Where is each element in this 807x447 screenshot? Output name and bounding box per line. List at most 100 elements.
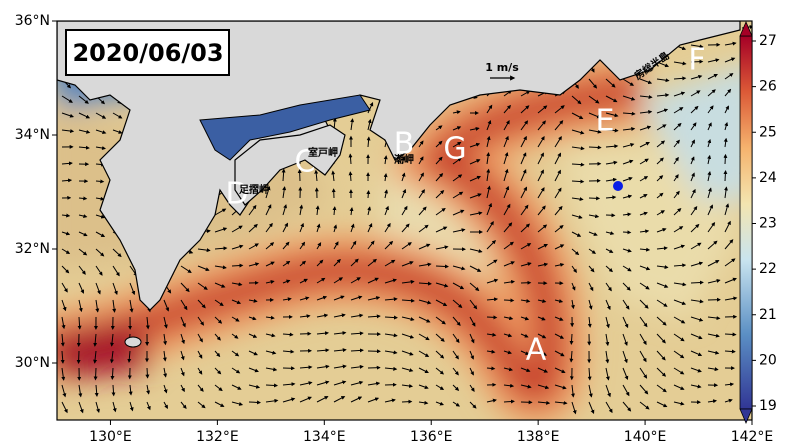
vector: [265, 383, 279, 388]
vector: [418, 189, 425, 199]
vector: [78, 231, 88, 237]
vector: [486, 315, 498, 320]
vector: [724, 332, 737, 337]
vector: [554, 135, 562, 148]
vector: [673, 299, 687, 306]
vector: [197, 384, 204, 392]
vector: [588, 231, 598, 236]
vector: [520, 223, 531, 233]
vector: [656, 367, 667, 377]
vector: [435, 282, 449, 288]
vector: [452, 126, 462, 131]
vector: [639, 194, 648, 199]
vector: [537, 224, 548, 233]
vector: [231, 244, 244, 250]
scale-label: 1 m/s: [485, 61, 519, 74]
vector: [486, 398, 497, 403]
vector: [724, 220, 731, 233]
vector: [197, 248, 211, 253]
vector: [554, 316, 564, 321]
vector: [622, 159, 634, 165]
vector: [707, 260, 720, 267]
vector: [282, 397, 296, 403]
vector: [180, 384, 185, 393]
vector: [588, 299, 593, 310]
vector: [366, 189, 371, 199]
vector: [383, 155, 388, 165]
vector: [61, 178, 73, 183]
vector: [248, 333, 258, 338]
vector: [724, 88, 732, 97]
vector: [282, 222, 288, 233]
vector: [95, 196, 105, 201]
vector: [554, 205, 563, 216]
vector: [587, 316, 592, 328]
vector: [469, 384, 475, 392]
vector: [554, 262, 565, 267]
vector: [486, 135, 491, 148]
vector: [469, 159, 481, 165]
vector: [61, 231, 71, 236]
x-tick-label: 136°E: [410, 429, 453, 445]
vector: [197, 282, 208, 290]
vector: [503, 135, 509, 148]
vector: [367, 314, 381, 319]
vector: [554, 384, 567, 390]
vector: [367, 102, 374, 114]
vector: [656, 228, 667, 233]
vector: [349, 207, 354, 216]
vector: [61, 282, 68, 293]
vector: [486, 104, 493, 114]
vector: [622, 230, 632, 235]
vector: [673, 226, 684, 233]
vector: [605, 401, 613, 414]
vector: [723, 170, 728, 182]
vector: [282, 241, 290, 250]
vector: [571, 179, 585, 184]
vector: [452, 299, 463, 309]
vector: [299, 204, 304, 216]
vector: [639, 211, 648, 216]
place-label: 室戸岬: [308, 146, 338, 159]
vector: [78, 95, 89, 104]
vector: [656, 384, 667, 393]
vector: [435, 350, 445, 359]
vector: [605, 144, 619, 149]
colorbar-tick-label: 23: [759, 216, 777, 232]
vector: [673, 263, 687, 268]
vector: [129, 282, 136, 296]
vector: [520, 316, 530, 321]
vector: [452, 401, 460, 407]
vector: [469, 350, 474, 360]
vector: [520, 243, 532, 250]
vector: [707, 89, 716, 97]
vector: [418, 281, 432, 286]
vector: [503, 279, 516, 284]
vector: [656, 210, 665, 216]
vector: [197, 299, 206, 309]
vector: [469, 142, 481, 148]
vector: [367, 222, 373, 233]
vector: [366, 136, 371, 148]
vector: [622, 212, 632, 217]
vector: [605, 265, 613, 273]
vector: [112, 282, 118, 296]
vector: [503, 383, 515, 388]
vector: [333, 396, 346, 403]
vector: [690, 44, 704, 49]
vector: [656, 246, 668, 251]
vector: [605, 231, 615, 236]
vector: [333, 224, 338, 233]
vector: [520, 262, 532, 267]
vector: [367, 277, 379, 284]
vector: [197, 333, 203, 343]
vector: [367, 240, 375, 250]
vector: [690, 280, 704, 285]
x-tick-label: 134°E: [303, 429, 346, 445]
vector: [350, 258, 359, 267]
vector: [61, 401, 68, 414]
vector: [350, 295, 363, 301]
x-tick-label: 130°E: [89, 429, 132, 445]
vector: [418, 140, 424, 148]
vector: [282, 260, 291, 267]
